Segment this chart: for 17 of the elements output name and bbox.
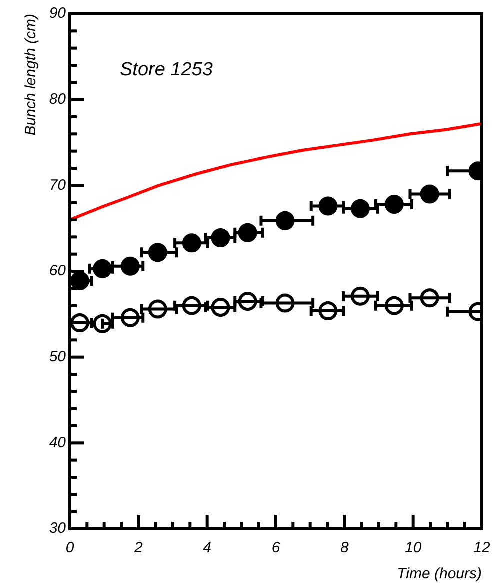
y-tick-label: 30 xyxy=(49,520,67,538)
x-tick-label: 8 xyxy=(340,540,350,557)
y-tick-label: 60 xyxy=(49,262,67,280)
x-tick-label: 10 xyxy=(404,540,422,557)
x-tick-label: 2 xyxy=(133,540,144,557)
x-tick-label: 4 xyxy=(203,540,212,557)
x-axis-title: Time (hours) xyxy=(397,566,482,583)
y-axis-title: Bunch length (cm) xyxy=(22,14,40,136)
text: Store 1253 xyxy=(120,59,214,80)
x-tick-label: 0 xyxy=(66,540,75,557)
y-tick-label: 70 xyxy=(49,176,67,194)
y-tick-label: 50 xyxy=(49,348,67,366)
y-tick-label: 90 xyxy=(49,5,67,22)
x-tick-label: 6 xyxy=(272,540,281,557)
y-tick-label: 40 xyxy=(49,434,67,452)
y-tick-label: 80 xyxy=(49,91,67,108)
x-tick-label: 12 xyxy=(474,540,491,557)
